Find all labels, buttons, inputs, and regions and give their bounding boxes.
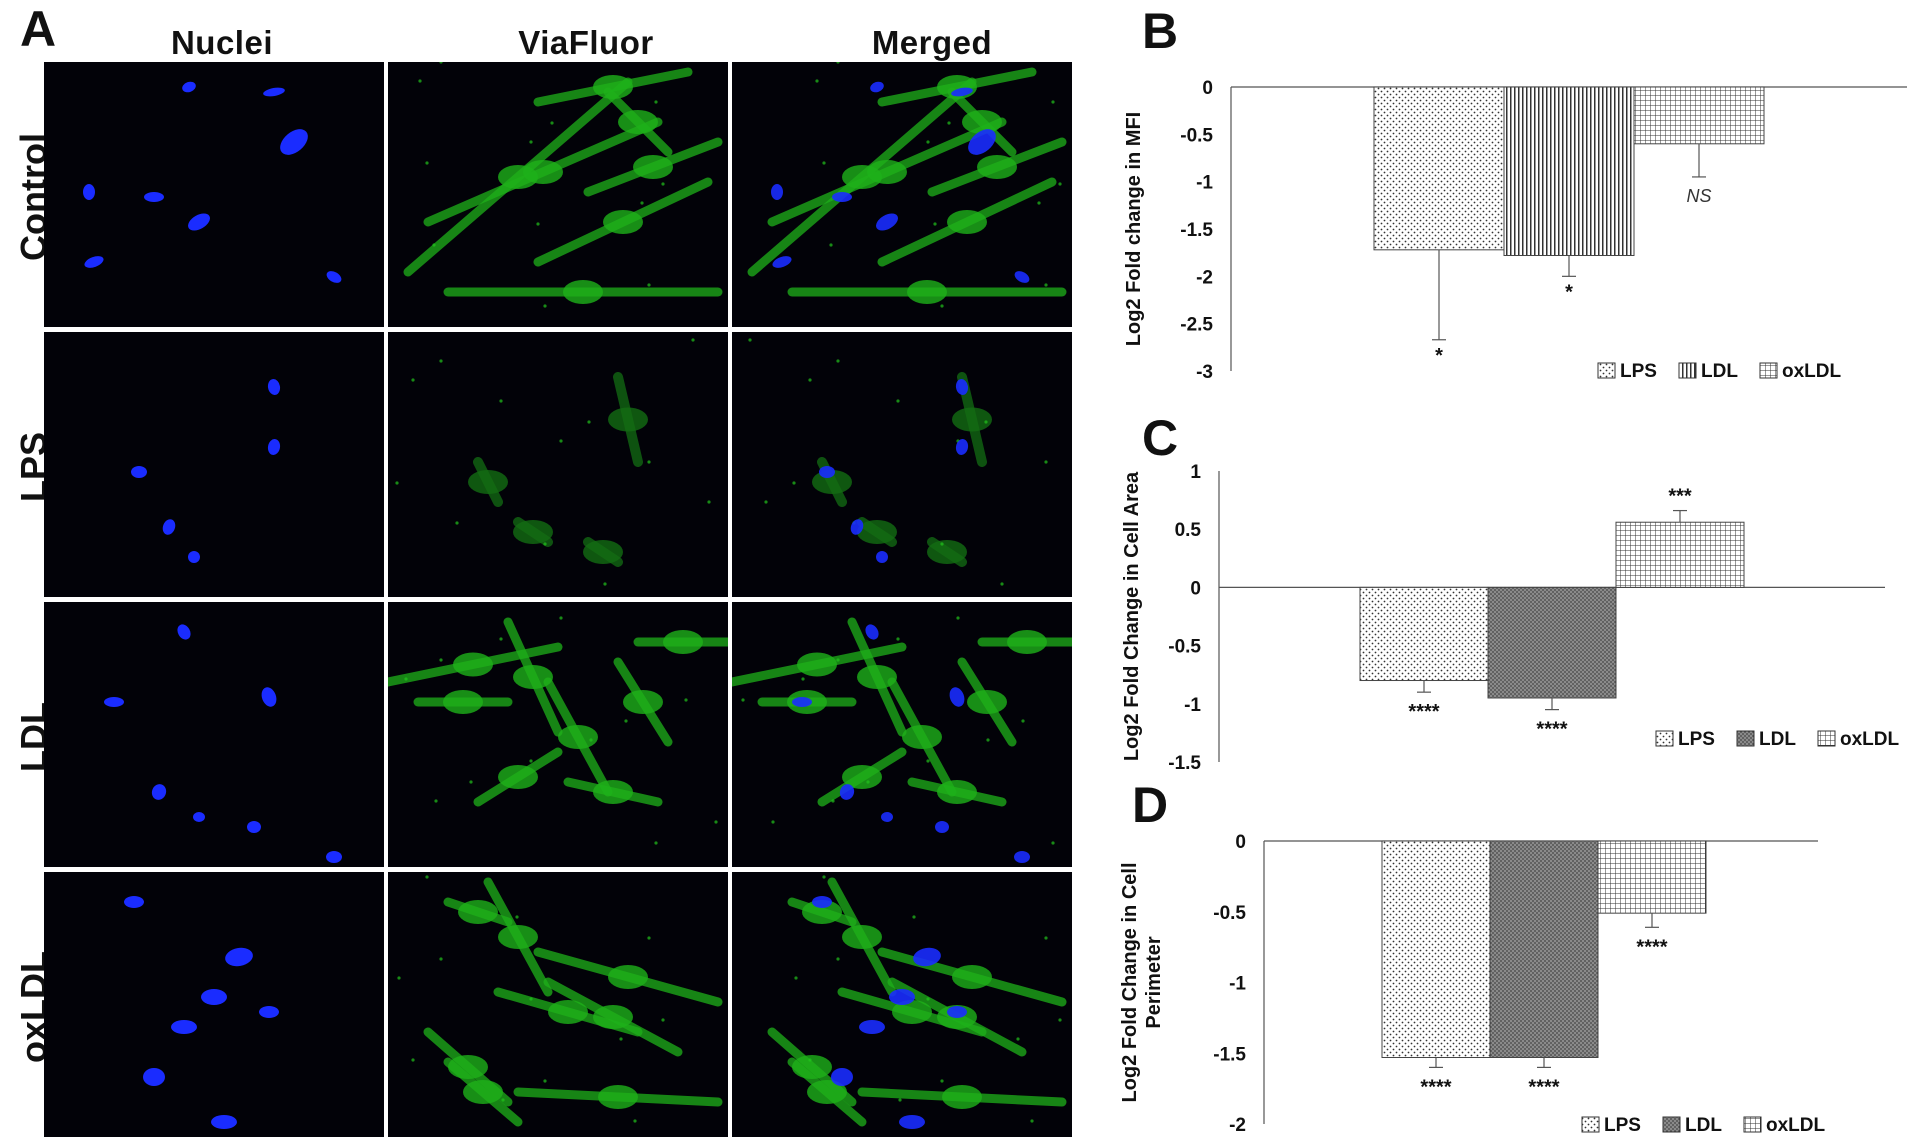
y-tick-label: -1 [1184,695,1201,716]
legend-swatch-ldl [1736,730,1755,747]
y-tick-label: -0.5 [1168,637,1201,658]
bar-oxldl [1597,840,1707,914]
legend-label-lps: LPS [1604,1115,1641,1136]
micrograph-control-merged [732,62,1072,327]
legend-label-ldl: LDL [1701,361,1738,382]
legend-label-oxldl: oxLDL [1840,729,1900,750]
bar-lps [1359,586,1489,682]
legend-swatch-oxldl [1817,730,1836,747]
y-tick-label: -1.5 [1180,220,1213,241]
significance-label: * [1435,345,1443,367]
micrograph-oxldl-merged [732,872,1072,1137]
chart-b: B 0 -0.5 -1 -1.5 -2 -2.5 -3 * * NS Log2 Fold change… [1123,3,1907,383]
significance-label: *** [1668,486,1692,508]
panel-letter: C [1142,410,1178,466]
column-label-viafluor: ViaFluor [518,24,654,61]
micrograph-control-viafluor [388,62,728,327]
panel-a-letter: A [20,1,57,57]
micrograph-lps-viafluor [388,332,728,597]
significance-label: **** [1636,936,1667,958]
legend-label-oxldl: oxLDL [1766,1115,1826,1136]
chart-d: D 0 -0.5 -1 -1.5 -2 **** **** **** Log2 Fold Chan… [1119,777,1826,1136]
micrograph-control-nuclei [44,62,384,327]
significance-label: **** [1528,1076,1559,1098]
legend-swatch-ldl [1678,362,1697,379]
micrograph-oxldl-nuclei [44,872,384,1137]
y-tick-label: 0 [1190,578,1201,599]
micrograph-lps-merged [732,332,1072,597]
legend-swatch-oxldl [1743,1116,1762,1133]
bar-oxldl [1615,521,1745,588]
y-tick-label: -1.5 [1168,753,1201,774]
chart-c: C10.50-0.5-1-1.5***********Log2 Fold Cha… [1121,410,1900,774]
micrograph-ldl-nuclei [44,602,384,867]
panel-letter: B [1142,3,1178,59]
y-axis-label: Log2 Fold Change in Cell [1119,863,1141,1103]
legend-swatch-lps [1597,362,1616,379]
significance-label: **** [1408,701,1439,723]
bar-ldl [1503,86,1635,257]
y-tick-label: -1 [1229,974,1246,995]
y-tick-label: -1.5 [1213,1044,1246,1065]
column-label-nuclei: Nuclei [170,24,274,61]
legend-swatch-oxldl [1759,362,1778,379]
bar-ldl [1489,840,1599,1058]
legend-label-lps: LPS [1620,361,1657,382]
y-axis-label: Perimeter [1143,936,1165,1028]
significance-label: * [1565,281,1573,303]
y-tick-label: 1 [1190,462,1201,483]
significance-label: NS [1686,186,1711,206]
y-tick-label: 0.5 [1175,520,1202,541]
legend-label-ldl: LDL [1759,729,1796,750]
column-label-merged: Merged [871,24,993,61]
bar-ldl [1487,586,1617,699]
legend-swatch-lps [1581,1116,1600,1133]
y-axis-label: Log2 Fold change in MFI [1123,112,1145,346]
y-tick-label: -2.5 [1180,315,1213,336]
micrograph-oxldl-viafluor [388,872,728,1137]
y-tick-label: -3 [1196,362,1213,383]
bar-lps [1381,840,1491,1058]
y-tick-label: -2 [1229,1115,1246,1136]
legend-swatch-ldl [1662,1116,1681,1133]
y-tick-label: 0 [1202,78,1213,99]
bar-oxldl [1633,86,1765,145]
legend-label-ldl: LDL [1685,1115,1722,1136]
y-axis-label: Log2 Fold Change in Cell Area [1121,471,1143,761]
legend-label-oxldl: oxLDL [1782,361,1842,382]
significance-label: **** [1420,1076,1451,1098]
y-tick-label: -0.5 [1180,125,1213,146]
significance-label: **** [1536,719,1567,741]
micrograph-grid [44,62,1076,1137]
y-tick-label: -2 [1196,267,1213,288]
legend-swatch-lps [1655,730,1674,747]
micrograph-lps-nuclei [44,332,384,597]
y-tick-label: -1 [1196,173,1213,194]
micrograph-ldl-viafluor [388,602,728,867]
panel-letter: D [1132,777,1168,833]
micrograph-ldl-merged [732,602,1072,867]
y-tick-label: -0.5 [1213,903,1246,924]
legend-label-lps: LPS [1678,729,1715,750]
bar-lps [1373,86,1505,251]
y-tick-label: 0 [1235,832,1246,853]
